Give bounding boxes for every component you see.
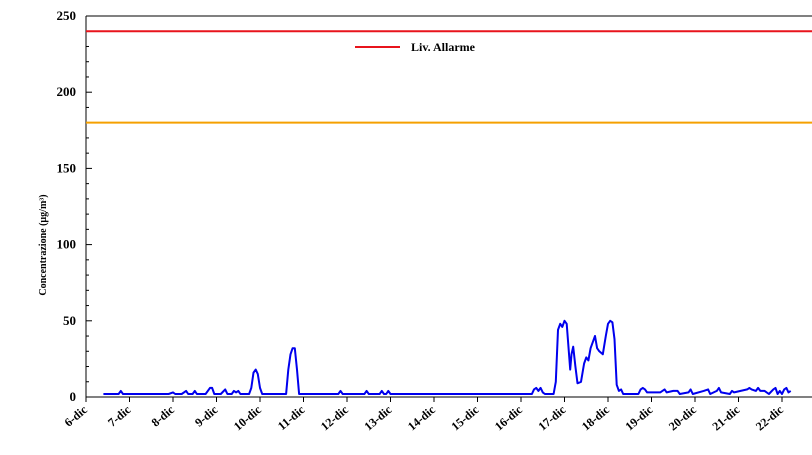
reference-lines: [86, 30, 812, 124]
x-tick-label: 22-dic: [753, 402, 787, 433]
x-tick-label: 9-dic: [192, 402, 221, 429]
chart-axes: [85, 15, 812, 398]
y-tick-label: 0: [70, 389, 77, 404]
x-tick-label: 18-dic: [579, 402, 613, 433]
x-axis-ticks: 6-dic 7-dic 8-dic 9-dic 10-dic 11-dic 12-dic 13…: [62, 397, 787, 433]
y-tick-label: 150: [57, 160, 77, 175]
x-tick-label: 11-dic: [275, 402, 308, 433]
x-tick-label: 10-dic: [231, 402, 265, 433]
x-tick-label: 20-dic: [666, 402, 700, 433]
y-tick-label: 50: [63, 313, 76, 328]
x-tick-label: 8-dic: [149, 402, 178, 429]
series-group: [103, 319, 792, 395]
legend: Liv. Allarme: [355, 40, 476, 54]
y-axis-ticks: 0 50 100 150 200 250: [57, 8, 92, 404]
x-tick-label: 15-dic: [448, 402, 482, 433]
y-tick-label: 100: [57, 237, 77, 252]
x-tick-label: 19-dic: [622, 402, 656, 433]
x-tick-label: 17-dic: [535, 402, 569, 433]
x-tick-label: 6-dic: [62, 402, 91, 429]
x-tick-label: 21-dic: [709, 402, 743, 433]
x-tick-label: 12-dic: [318, 402, 352, 433]
x-tick-label: 7-dic: [105, 402, 134, 429]
x-tick-label: 13-dic: [361, 402, 395, 433]
y-tick-label: 200: [57, 84, 77, 99]
y-tick-label: 250: [57, 8, 77, 23]
series-line: [103, 319, 792, 395]
x-tick-label: 14-dic: [405, 402, 439, 433]
legend-label: Liv. Allarme: [411, 40, 476, 54]
x-tick-label: 16-dic: [492, 402, 526, 433]
y-axis-title: Concentrazione (µg/m³): [38, 194, 49, 295]
